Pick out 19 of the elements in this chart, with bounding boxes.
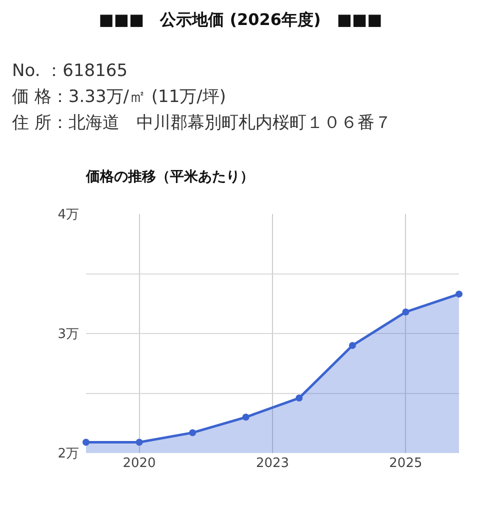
point	[296, 394, 303, 402]
y-tick-label: 4万	[58, 208, 79, 223]
text: 価 格：3.33万/㎡ (11万/坪)	[12, 86, 228, 109]
chart-subtitle: 価格の推移（平米あたり）	[86, 168, 254, 186]
text: No. ：618165	[12, 60, 129, 83]
chart-title: ■■■ 公示地価 (2026年度) ■■■	[98, 10, 384, 31]
y-tick-label: 3万	[58, 327, 79, 342]
x-tick-label: 2020	[122, 456, 156, 471]
text: 住 所：北海道 中川郡幕別町札内桜町１０６番７	[12, 112, 392, 135]
point	[82, 438, 90, 446]
point	[348, 342, 356, 349]
point	[402, 308, 410, 316]
point	[189, 429, 196, 436]
y-tick-label: 2万	[58, 446, 79, 462]
x-tick-label: 2023	[256, 456, 290, 471]
point	[136, 438, 143, 446]
point	[242, 414, 250, 421]
x-tick-label: 2025	[389, 456, 422, 471]
point	[456, 290, 462, 298]
